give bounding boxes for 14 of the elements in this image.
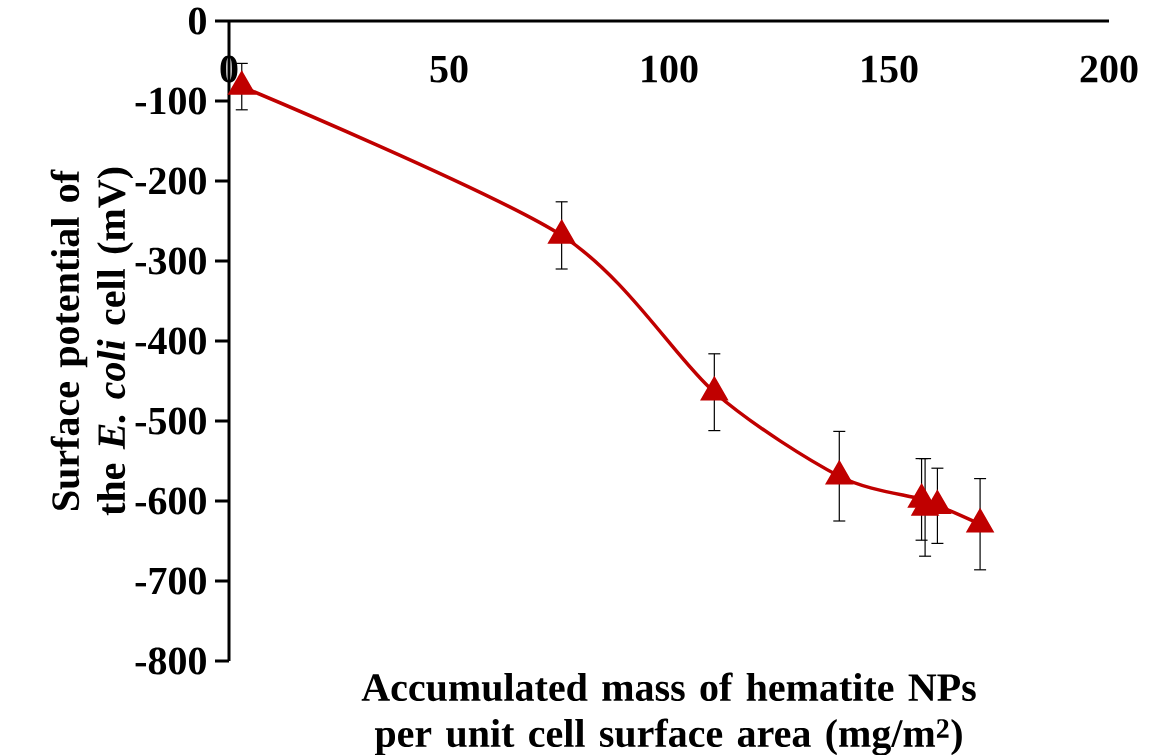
- y-tick-label: 0: [188, 7, 206, 35]
- y-tick-label: -300: [135, 247, 206, 275]
- y-tick-label: -400: [135, 327, 206, 355]
- x-tick-label: 50: [430, 55, 468, 83]
- x-tick-label: 150: [862, 55, 918, 83]
- x-tick-label: 200: [1080, 55, 1138, 83]
- x-tick-label: 100: [642, 55, 698, 83]
- y-tick-label: -800: [135, 647, 206, 675]
- x-axis-title: Accumulated mass of hematite NPs per unit cell surface area (mg/m$^{2}$): [361, 672, 976, 755]
- y-tick-label: -200: [135, 167, 206, 195]
- y-tick-label: -100: [135, 87, 206, 115]
- y-tick-label: -600: [135, 487, 206, 515]
- y-tick-label: -700: [135, 567, 206, 595]
- y-tick-label: -500: [135, 407, 206, 435]
